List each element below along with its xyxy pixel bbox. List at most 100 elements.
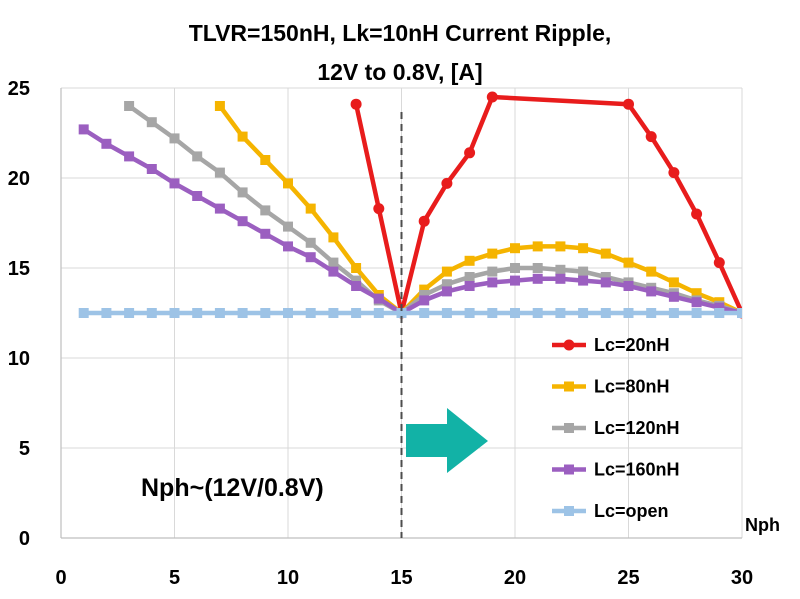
data-point bbox=[578, 308, 589, 318]
x-tick-label: 10 bbox=[277, 567, 299, 589]
y-tick-label: 5 bbox=[19, 438, 30, 460]
legend-entry: Lc=open bbox=[552, 501, 669, 521]
legend-entry: Lc=120nH bbox=[552, 418, 680, 438]
data-point bbox=[441, 177, 453, 189]
data-point bbox=[146, 117, 157, 128]
data-point bbox=[305, 237, 316, 248]
data-point bbox=[713, 257, 725, 269]
data-point bbox=[101, 308, 112, 318]
data-point bbox=[464, 272, 475, 282]
data-point bbox=[214, 167, 225, 178]
data-point bbox=[418, 215, 430, 227]
data-point bbox=[645, 131, 657, 143]
data-point bbox=[328, 257, 339, 268]
data-point bbox=[646, 266, 657, 277]
data-point bbox=[510, 263, 520, 273]
data-point bbox=[668, 291, 679, 302]
chart-title-line1: TLVR=150nH, Lk=10nH Current Ripple, bbox=[189, 20, 612, 46]
y-tick-label: 25 bbox=[8, 78, 30, 100]
data-point bbox=[214, 308, 225, 318]
legend-marker bbox=[564, 506, 574, 516]
data-point bbox=[124, 308, 135, 318]
data-point bbox=[600, 277, 611, 288]
data-point bbox=[668, 167, 680, 179]
chart-title-line2: 12V to 0.8V, [A] bbox=[317, 59, 482, 85]
data-point bbox=[351, 275, 362, 286]
legend-marker bbox=[564, 381, 574, 392]
data-point bbox=[124, 151, 135, 162]
data-point bbox=[192, 151, 203, 162]
legend-label: Lc=20nH bbox=[594, 335, 670, 355]
data-point bbox=[328, 308, 339, 318]
data-point bbox=[441, 308, 452, 318]
data-point bbox=[169, 308, 180, 318]
data-point bbox=[373, 293, 384, 304]
data-point bbox=[78, 308, 89, 318]
data-point bbox=[373, 203, 385, 215]
data-point bbox=[714, 308, 725, 318]
data-point bbox=[351, 263, 362, 273]
data-point bbox=[737, 308, 742, 318]
data-point bbox=[691, 308, 702, 318]
legend: Lc=20nH Lc=80nH Lc=120nH Lc=160nH Lc=open bbox=[552, 335, 680, 521]
data-point bbox=[192, 191, 203, 201]
data-point bbox=[124, 101, 135, 111]
x-tick-label: 30 bbox=[731, 567, 753, 589]
data-point bbox=[146, 164, 157, 174]
data-point bbox=[351, 281, 362, 291]
data-point bbox=[623, 308, 634, 318]
data-point bbox=[623, 98, 634, 110]
legend-label: Lc=open bbox=[594, 501, 669, 521]
data-point bbox=[578, 275, 589, 286]
axes: 0 5 10 15 20 25 0 5 10 15 20 25 30 bbox=[8, 78, 753, 589]
y-tick-label: 20 bbox=[8, 168, 30, 190]
y-tick-label: 10 bbox=[8, 348, 30, 370]
data-point bbox=[441, 266, 452, 277]
data-point bbox=[260, 308, 271, 318]
data-point bbox=[237, 131, 248, 142]
data-point bbox=[600, 308, 611, 318]
data-point bbox=[487, 277, 498, 288]
data-point bbox=[260, 205, 271, 216]
legend-entry: Lc=20nH bbox=[552, 335, 670, 355]
data-point bbox=[646, 286, 657, 297]
data-point bbox=[578, 266, 589, 277]
data-point bbox=[283, 241, 293, 252]
data-point bbox=[532, 308, 543, 318]
data-point bbox=[419, 290, 430, 300]
data-point bbox=[214, 101, 225, 111]
data-point bbox=[169, 178, 180, 189]
data-point bbox=[441, 286, 452, 297]
data-point bbox=[305, 308, 316, 318]
data-point bbox=[464, 308, 475, 318]
x-axis-label: Nph bbox=[745, 515, 780, 535]
data-point bbox=[237, 187, 248, 198]
annotations: Nph~(12V/0.8V) Nph bbox=[141, 112, 780, 538]
data-point bbox=[169, 133, 180, 144]
data-point bbox=[192, 308, 203, 318]
legend-entry: Lc=160nH bbox=[552, 460, 680, 480]
data-point bbox=[487, 308, 498, 318]
nph-annotation: Nph~(12V/0.8V) bbox=[141, 474, 324, 502]
data-point bbox=[260, 228, 271, 239]
data-point bbox=[260, 155, 271, 165]
x-tick-label: 25 bbox=[617, 567, 639, 589]
x-tick-label: 15 bbox=[390, 567, 412, 589]
data-point bbox=[510, 308, 520, 318]
data-point bbox=[305, 252, 316, 263]
data-point bbox=[600, 248, 611, 259]
data-point bbox=[283, 178, 293, 189]
y-tick-label: 0 bbox=[19, 528, 30, 550]
data-point bbox=[510, 275, 520, 286]
data-point bbox=[419, 295, 430, 306]
data-point bbox=[101, 138, 112, 149]
data-point bbox=[714, 302, 725, 313]
data-point bbox=[487, 266, 498, 277]
data-point bbox=[328, 266, 339, 277]
data-point bbox=[532, 241, 543, 252]
x-tick-label: 5 bbox=[169, 567, 180, 589]
data-point bbox=[396, 308, 407, 318]
data-point bbox=[351, 308, 362, 318]
x-tick-label: 0 bbox=[55, 567, 66, 589]
